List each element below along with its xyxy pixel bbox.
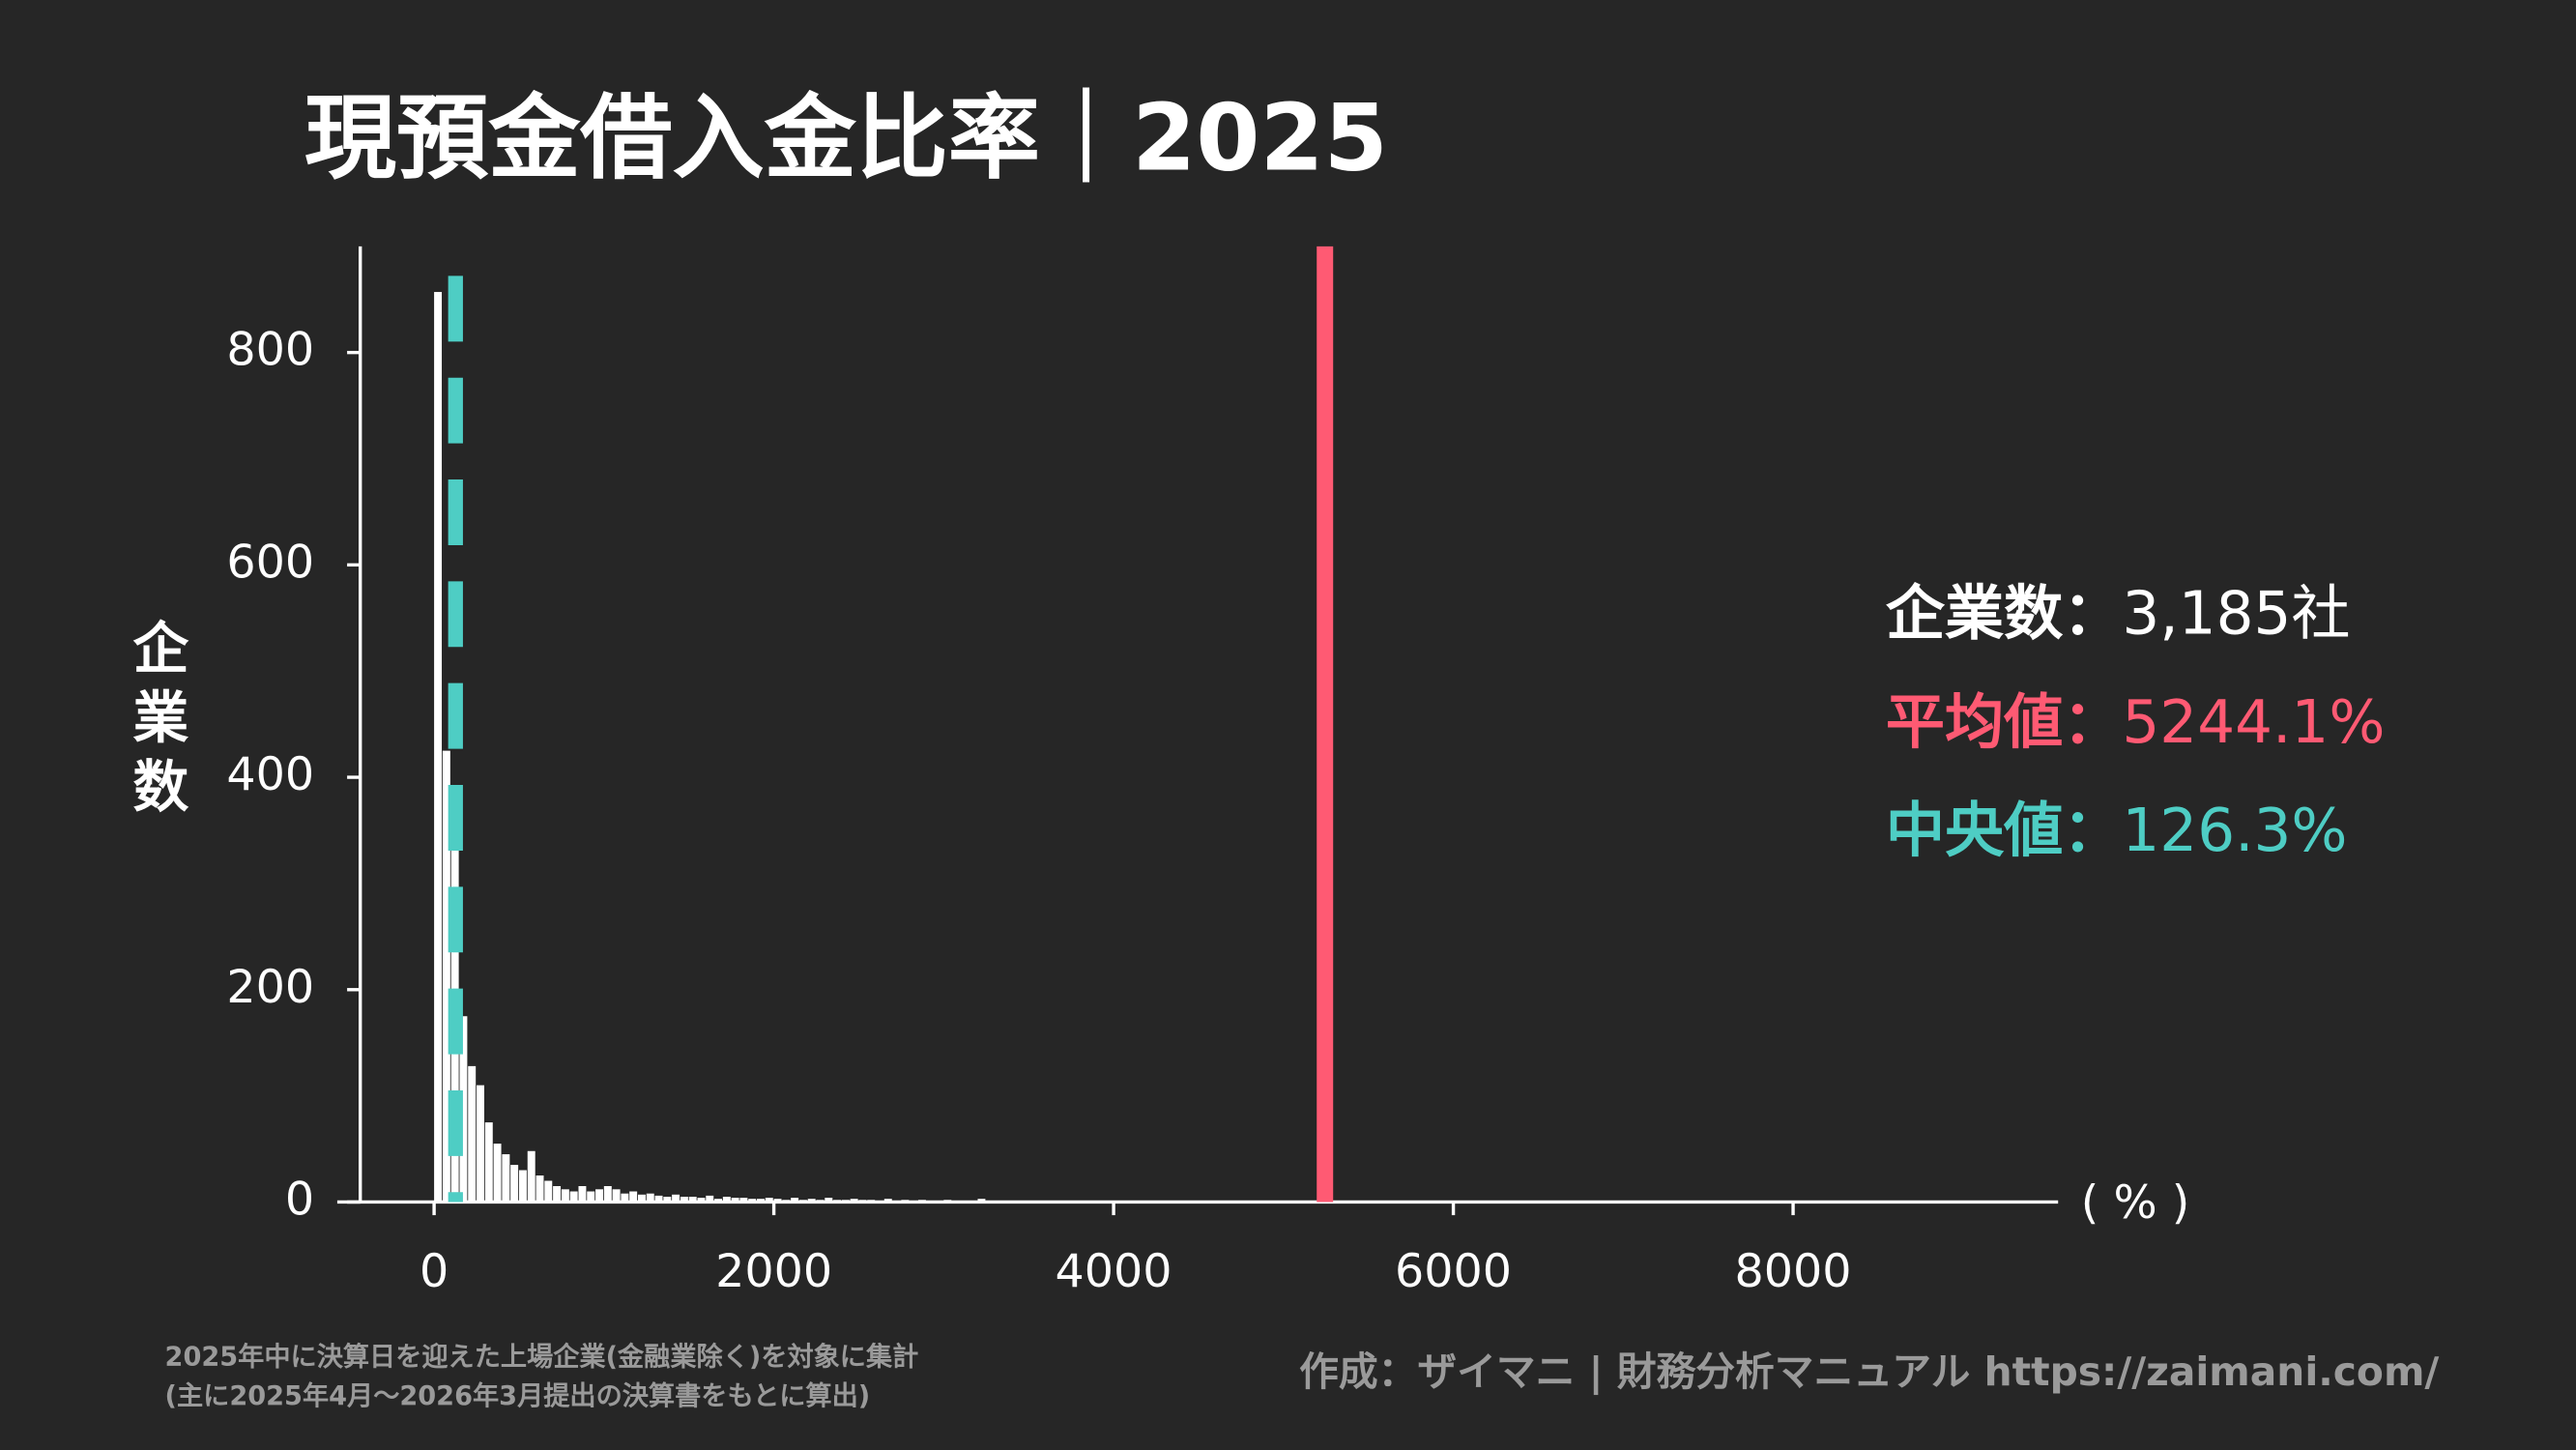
bar bbox=[791, 1198, 799, 1203]
stat-label: 平均値： bbox=[1886, 687, 2123, 756]
bar bbox=[561, 1189, 569, 1203]
y-tick-label: 600 bbox=[226, 536, 314, 589]
stat-annotation: 中央値：126.3% bbox=[1886, 797, 2348, 865]
y-tick-label: 800 bbox=[226, 324, 314, 377]
chart-title: 現預金借入金比率｜2025 bbox=[304, 85, 1388, 191]
bar bbox=[654, 1195, 663, 1203]
bar bbox=[680, 1196, 688, 1203]
bar bbox=[637, 1194, 646, 1203]
bar bbox=[706, 1195, 714, 1203]
x-tick-label: 0 bbox=[420, 1245, 449, 1298]
bar bbox=[518, 1170, 527, 1203]
stat-value: 3,185社 bbox=[2122, 579, 2350, 648]
bar bbox=[477, 1085, 484, 1203]
bar bbox=[688, 1196, 697, 1203]
y-tick-label: 400 bbox=[226, 748, 314, 801]
bar bbox=[493, 1144, 502, 1203]
bar bbox=[527, 1150, 535, 1203]
stat-label: 中央値： bbox=[1886, 797, 2123, 865]
x-tick-label: 2000 bbox=[715, 1245, 832, 1298]
x-tick-label: 4000 bbox=[1056, 1245, 1172, 1298]
bar bbox=[672, 1194, 680, 1203]
bar bbox=[510, 1165, 519, 1203]
bar bbox=[502, 1154, 510, 1203]
x-axis-unit: ( % ) bbox=[2081, 1176, 2190, 1230]
bar bbox=[603, 1186, 612, 1203]
stat-annotation: 企業数：3,185社 bbox=[1886, 579, 2351, 648]
bar bbox=[544, 1180, 553, 1203]
footnote: 2025年中に決算日を迎えた上場企業(金融業除く)を対象に集計 bbox=[165, 1341, 919, 1372]
bar bbox=[595, 1189, 603, 1203]
x-tick-label: 6000 bbox=[1395, 1245, 1512, 1298]
bar bbox=[629, 1191, 638, 1203]
bar bbox=[731, 1198, 739, 1203]
bar bbox=[621, 1193, 629, 1203]
bar bbox=[646, 1193, 654, 1203]
bar bbox=[587, 1191, 595, 1203]
credit: 作成：ザイマニ | 財務分析マニュアル https://zaimani.com/ bbox=[1299, 1348, 2439, 1396]
y-tick-label: 200 bbox=[226, 961, 314, 1014]
bar bbox=[553, 1186, 562, 1203]
bar bbox=[434, 292, 443, 1203]
bar bbox=[663, 1196, 672, 1203]
bar bbox=[612, 1189, 621, 1203]
bar bbox=[578, 1186, 587, 1203]
bar bbox=[468, 1065, 477, 1203]
bar bbox=[765, 1198, 773, 1203]
stat-value: 5244.1% bbox=[2122, 687, 2385, 756]
bar bbox=[484, 1122, 493, 1203]
bar bbox=[535, 1175, 544, 1203]
bar bbox=[825, 1198, 833, 1203]
y-axis-label: 企業数 bbox=[123, 619, 188, 826]
bar bbox=[739, 1198, 748, 1203]
bar bbox=[459, 1016, 468, 1203]
bar bbox=[569, 1191, 578, 1203]
y-tick-label: 0 bbox=[285, 1173, 314, 1226]
stat-value: 126.3% bbox=[2122, 797, 2347, 865]
bar bbox=[722, 1196, 731, 1203]
stat-label: 企業数： bbox=[1886, 579, 2123, 648]
bar bbox=[442, 750, 450, 1203]
stat-annotation: 平均値：5244.1% bbox=[1886, 687, 2386, 756]
x-tick-label: 8000 bbox=[1735, 1245, 1852, 1298]
footnote: (主に2025年4月〜2026年3月提出の決算書をもとに算出) bbox=[165, 1380, 871, 1411]
bar bbox=[697, 1198, 706, 1203]
